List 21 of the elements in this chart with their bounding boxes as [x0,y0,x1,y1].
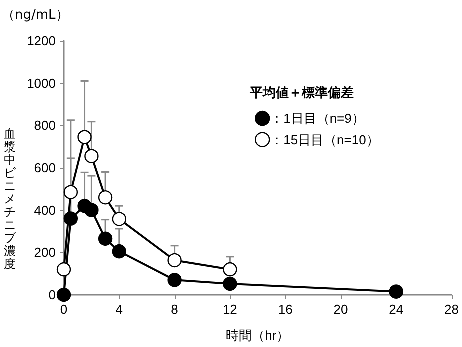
legend-title: 平均値＋標準偏差 [249,85,354,100]
y-tick-label: 200 [34,245,56,260]
text: 血漿中ビニメチニブ濃度 [4,127,16,271]
x-tick-label: 4 [116,302,124,317]
y-tick-label: 1200 [27,34,56,48]
x-tick-label: 28 [444,302,460,317]
y-tick-label: 800 [34,118,56,134]
text: （ng/mL） [2,7,69,24]
x-axis-title: 時間（hr） [226,328,290,343]
legend-label: ：1日目（n=9） [270,111,365,126]
x-tick-label: 8 [171,302,178,317]
y-tick-label: 0 [48,288,56,302]
y-tick-label: 400 [34,202,56,218]
x-tick-label: 24 [389,302,404,317]
x-tick-label: 0 [60,302,68,317]
y-tick-label: 600 [34,160,56,176]
legend-label: ：15日目（n=10） [270,132,380,148]
y-tick-label: 1000 [27,76,56,91]
x-tick-label: 20 [334,302,348,317]
x-tick-label: 16 [278,302,293,317]
x-tick-label: 12 [222,302,238,317]
